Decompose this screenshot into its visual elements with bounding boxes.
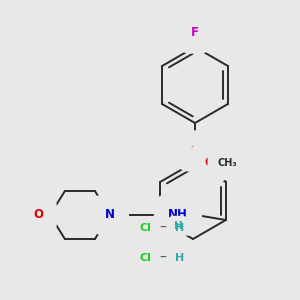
Text: N: N [105,208,115,221]
Text: H: H [173,221,182,231]
Text: Cl: Cl [139,253,151,263]
Text: H: H [176,253,184,263]
Text: NH: NH [168,208,188,221]
Text: H: H [176,223,184,233]
Text: –: – [160,221,167,235]
Text: Cl: Cl [139,223,151,233]
Text: O: O [204,157,214,169]
Text: O: O [33,208,43,221]
Text: F: F [191,26,199,40]
Text: CH₃: CH₃ [217,158,237,168]
Text: O: O [190,145,200,158]
Text: –: – [160,251,167,265]
